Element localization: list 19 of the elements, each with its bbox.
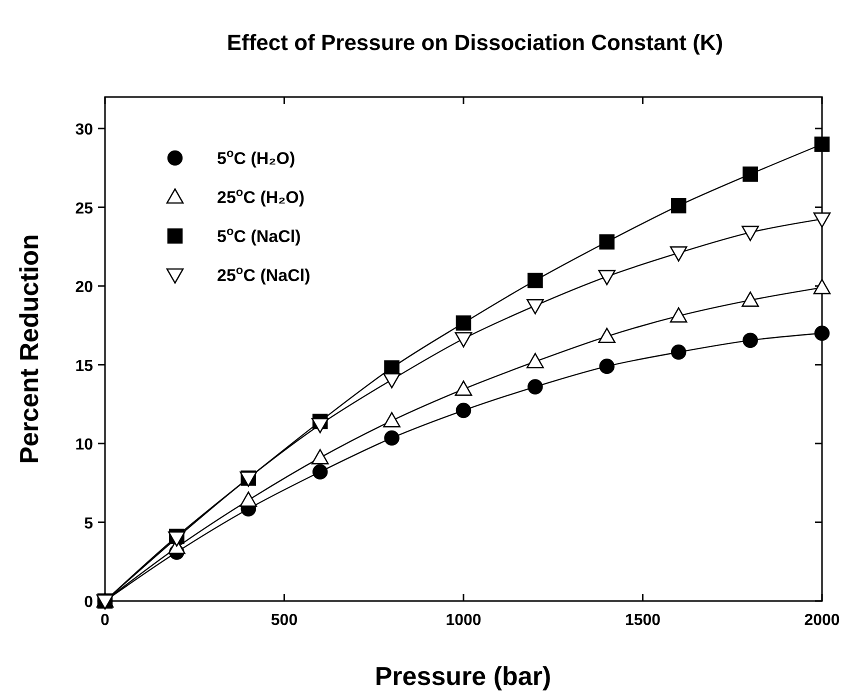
y-tick-label: 20 [75, 279, 94, 296]
x-tick-label: 1500 [624, 612, 661, 629]
x-tick-label: 500 [270, 612, 298, 629]
x-tick-label: 2000 [804, 612, 840, 629]
y-tick-label: 30 [75, 122, 94, 138]
y-tick-label: 25 [75, 200, 94, 218]
y-tick-label: 5 [84, 515, 94, 532]
y-tick-label: 15 [75, 358, 94, 375]
x-tick-label: 0 [100, 612, 110, 629]
chart-title: Effect of Pressure on Dissociation Constant (K) [226, 30, 724, 55]
y-tick-label: 10 [75, 436, 94, 454]
legend-label: 5$^{o}$C (NaCl) [217, 224, 301, 246]
legend-label: 25$^{o}$C (H₂O) [217, 185, 305, 207]
x-axis-title: Pressure (bar) [374, 661, 552, 691]
legend-label: 25$^{o}$C (NaCl) [217, 263, 310, 285]
y-tick-label: 0 [84, 594, 94, 611]
x-tick-label: 1000 [446, 612, 482, 629]
legend-label: 5$^{o}$C (H₂O) [217, 146, 296, 168]
y-axis-title: Percent Reduction [14, 234, 44, 464]
